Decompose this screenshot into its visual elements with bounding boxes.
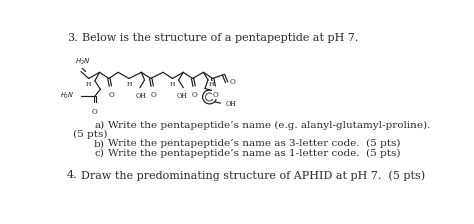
Text: $H_2N$: $H_2N$	[60, 91, 75, 101]
Text: Write the pentapeptide’s name as 1-letter code.  (5 pts): Write the pentapeptide’s name as 1-lette…	[108, 149, 401, 158]
Text: H: H	[86, 82, 91, 86]
Text: Draw the predominating structure of APHID at pH 7.  (5 pts): Draw the predominating structure of APHI…	[81, 170, 425, 181]
Text: OH: OH	[226, 100, 237, 108]
Text: OH: OH	[136, 92, 147, 100]
Text: O: O	[192, 91, 198, 99]
Text: O: O	[150, 91, 156, 99]
Text: c): c)	[94, 149, 104, 157]
Text: a): a)	[94, 121, 104, 130]
Text: Write the pentapeptide’s name (e.g. alanyl-glutamyl-proline).: Write the pentapeptide’s name (e.g. alan…	[108, 121, 430, 130]
Text: H: H	[209, 82, 214, 86]
Text: O: O	[230, 78, 236, 86]
Text: O: O	[108, 91, 114, 99]
Text: H: H	[170, 82, 175, 86]
Text: O: O	[92, 108, 98, 116]
Text: $H_2N$: $H_2N$	[75, 57, 91, 67]
Text: OH: OH	[176, 92, 187, 100]
Text: 3.: 3.	[67, 33, 78, 43]
Text: Below is the structure of a pentapeptide at pH 7.: Below is the structure of a pentapeptide…	[82, 33, 359, 43]
Text: O: O	[212, 91, 218, 99]
Text: b): b)	[94, 139, 105, 148]
Text: Write the pentapeptide’s name as 3-letter code.  (5 pts): Write the pentapeptide’s name as 3-lette…	[108, 139, 401, 149]
Text: (5 pts): (5 pts)	[73, 130, 108, 139]
Text: H: H	[126, 82, 132, 86]
Text: 4.: 4.	[67, 170, 78, 180]
